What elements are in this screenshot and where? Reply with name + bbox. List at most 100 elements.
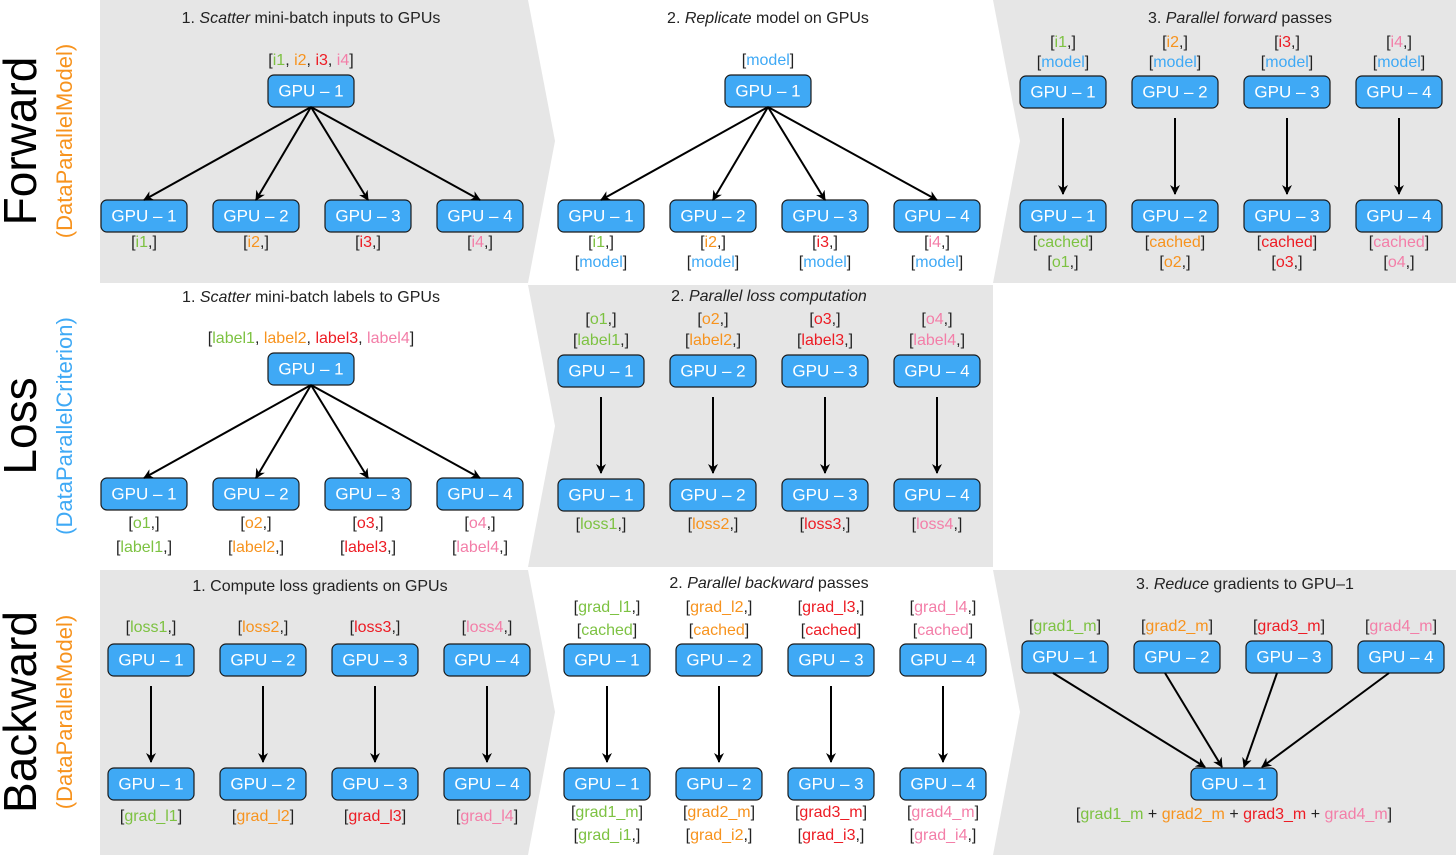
text-segment: [ — [913, 622, 918, 639]
text-segment: ,] — [279, 619, 288, 636]
node-tensor-label: [grad_i2,] — [686, 827, 753, 844]
gpu-label: GPU – 4 — [910, 650, 975, 669]
gpu-node: GPU – 2 — [219, 643, 307, 677]
gpu-box — [1133, 640, 1221, 674]
node-tensor-label: [cached] — [1145, 234, 1206, 251]
text-segment: ,] — [263, 515, 272, 532]
text-segment: , — [358, 330, 367, 347]
gpu-node: GPU – 2 — [1133, 640, 1221, 674]
text-segment: grad_l4 — [914, 599, 967, 616]
text-segment: [ — [697, 311, 702, 328]
text-segment: ] — [863, 804, 867, 821]
node-tensor-label: [cached] — [577, 622, 638, 639]
node-tensor-label: [grad_l3,] — [798, 599, 865, 616]
gpu-label: GPU – 3 — [1254, 82, 1319, 101]
text-segment: + — [1306, 806, 1324, 823]
text-segment: [ — [1159, 254, 1164, 271]
node-tensor-label: [grad_l1] — [120, 808, 182, 825]
text-segment: ,] — [967, 599, 976, 616]
text-segment: grad2_m — [687, 804, 750, 821]
node-tensor-label: [i2,] — [243, 234, 269, 251]
gpu-label: GPU – 4 — [1366, 82, 1431, 101]
gpu-node: GPU – 3 — [781, 478, 869, 512]
text-segment: grad3_m — [1257, 618, 1320, 635]
text-segment: [ — [1037, 54, 1042, 71]
gpu-box — [443, 767, 531, 801]
row-forward: Forward (DataParallelModel) 1. Scatter min… — [0, 10, 1443, 271]
gpu-node: GPU – 1 — [107, 643, 195, 677]
gpu-node: GPU – 1 — [100, 477, 188, 511]
text-segment: cached — [1037, 234, 1089, 251]
text-segment: ,] — [148, 234, 157, 251]
node-tensor-label: [o4,] — [1383, 254, 1414, 271]
text-segment: [ — [116, 539, 121, 556]
row-label: Loss — [0, 377, 46, 474]
node-tensor-label: [o3,] — [1271, 254, 1302, 271]
gpu-box — [1021, 640, 1109, 674]
arrow — [143, 384, 312, 479]
panel-title: 1. Compute loss gradients on GPUs — [192, 578, 447, 595]
gpu-label: GPU – 2 — [1142, 82, 1207, 101]
arrow — [310, 384, 369, 479]
text-segment: ,] — [151, 515, 160, 532]
text-segment: [ — [355, 234, 360, 251]
text-segment: ,] — [953, 516, 962, 533]
gpu-node: GPU – 1 — [267, 352, 355, 386]
gpu-label: GPU – 3 — [1256, 647, 1321, 666]
arrow — [310, 106, 369, 201]
gpu-box — [563, 643, 651, 677]
gpu-node: GPU – 2 — [669, 354, 757, 388]
gpu-label: GPU – 1 — [574, 774, 639, 793]
node-tensor-label: [loss3,] — [800, 516, 851, 533]
text-segment: ] — [745, 622, 749, 639]
text-segment: [ — [232, 808, 237, 825]
text-segment: [ — [1253, 618, 1258, 635]
node-tensor-label: [i4,] — [467, 234, 493, 251]
text-segment: + — [1143, 806, 1161, 823]
text-segment: label2 — [264, 330, 307, 347]
text-segment: [ — [228, 539, 233, 556]
text-segment: [ — [798, 827, 803, 844]
text-segment: ,] — [743, 599, 752, 616]
arrow — [143, 106, 312, 201]
text-segment: [ — [1257, 234, 1262, 251]
gpu-label: GPU – 2 — [686, 650, 751, 669]
node-tensor-label: [label1,] — [573, 332, 629, 349]
node-tensor-label: [cached] — [913, 622, 974, 639]
text-segment: , — [328, 52, 337, 69]
text-segment: [ — [809, 311, 814, 328]
gpu-label: GPU – 4 — [904, 485, 969, 504]
node-tensor-label: [i1,] — [131, 234, 157, 251]
node-tensor-label: [label2,] — [228, 539, 284, 556]
text-segment: , — [307, 330, 316, 347]
gpu-label: GPU – 3 — [335, 206, 400, 225]
gpu-box — [899, 643, 987, 677]
panel-parallel: 3. Parallel forward passes[i1,][model]GP… — [1019, 10, 1443, 271]
gpu-box — [675, 643, 763, 677]
gpu-node: GPU – 4 — [436, 199, 524, 233]
node-tensor-label: [i4,] — [1386, 34, 1412, 51]
gpu-label: GPU – 3 — [1254, 206, 1319, 225]
node-tensor-label: [i3,] — [1274, 34, 1300, 51]
gpu-box — [107, 767, 195, 801]
panel-background — [993, 0, 1456, 283]
node-tensor-label: [label3,] — [340, 539, 396, 556]
node-tensor-label: [i1,] — [1050, 34, 1076, 51]
text-segment: label1 — [577, 332, 620, 349]
text-segment: [ — [686, 599, 691, 616]
text-segment: [ — [240, 515, 245, 532]
text-segment: ] — [959, 254, 963, 271]
text-segment: [ — [576, 516, 581, 533]
text-segment: [ — [687, 254, 692, 271]
text-segment: ,] — [1291, 34, 1300, 51]
text-segment: grad_l1 — [124, 808, 177, 825]
panel-title: 2. Parallel backward passes — [669, 575, 868, 592]
node-tensor-label: [cached] — [1369, 234, 1430, 251]
text-segment: o1 — [1052, 254, 1070, 271]
text-segment: model on GPUs — [752, 10, 869, 27]
panel-title: 3. Reduce gradients to GPU–1 — [1136, 576, 1354, 593]
gpu-node: GPU – 2 — [675, 767, 763, 801]
node-tensor-label: [grad2_m] — [683, 804, 755, 821]
row-backward: Backward (DataParallelModel) 1. Compute lo… — [0, 575, 1445, 844]
gpu-node: GPU – 2 — [669, 478, 757, 512]
